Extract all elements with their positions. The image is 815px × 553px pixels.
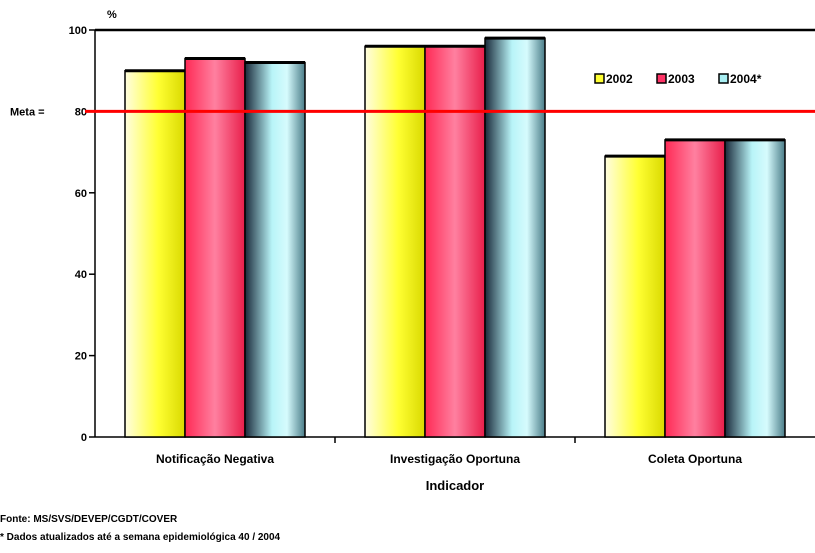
legend-swatch-2003 [657,74,666,83]
x-category-label: Investigação Oportuna [390,452,520,466]
y-tick-label: 0 [81,432,87,444]
y-tick-label: 40 [75,269,87,281]
y-axis-label: % [107,9,117,21]
legend-label-2004: 2004* [730,72,762,86]
meta-label: Meta = [10,106,45,118]
y-tick-label: 20 [75,351,87,363]
source-note: Fonte: MS/SVS/DEVEP/CGDT/COVER [0,514,177,525]
update-note: * Dados atualizados até a semana epidemi… [0,532,280,543]
x-axis-label: Indicador [426,478,485,493]
legend: 2002 2003 2004* [595,72,762,86]
y-tick-label: 60 [75,188,87,200]
bar-2003-1 [185,58,245,437]
y-tick-label: 100 [69,25,87,37]
bar-2002-2 [365,46,425,437]
bar-2004-1 [245,63,305,437]
legend-label-2003: 2003 [668,72,695,86]
x-category-label: Notificação Negativa [156,452,274,466]
legend-swatch-2002 [595,74,604,83]
legend-swatch-2004 [719,74,728,83]
bar-2004-2 [485,38,545,437]
legend-label-2002: 2002 [606,72,633,86]
x-category-label: Coleta Oportuna [648,452,742,466]
bar-2002-3 [605,156,665,437]
bar-2003-3 [665,140,725,437]
bar-2003-2 [425,46,485,437]
bar-2002-1 [125,71,185,437]
bar-2004-3 [725,140,785,437]
